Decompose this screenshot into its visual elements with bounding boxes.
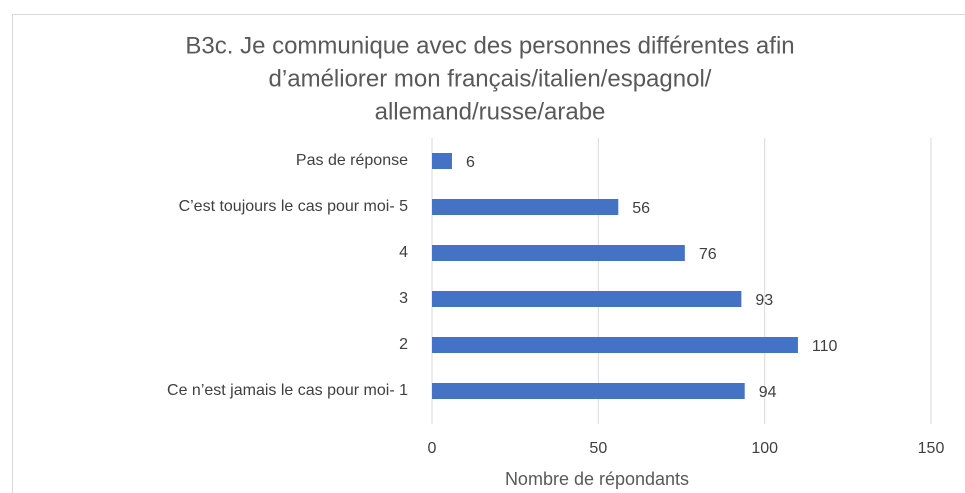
x-tick-label: 50 xyxy=(589,440,607,457)
y-tick-label: C’est toujours le cas pour moi- 5 xyxy=(179,198,409,215)
data-label: 93 xyxy=(755,292,773,309)
y-tick-label: 2 xyxy=(399,336,408,353)
x-tick-label: 150 xyxy=(918,440,945,457)
data-label: 6 xyxy=(466,154,475,171)
x-tick-label: 100 xyxy=(751,440,778,457)
x-tick-label: 0 xyxy=(428,440,437,457)
data-label: 56 xyxy=(632,200,650,217)
chart-title: d’améliorer mon français/italien/espagno… xyxy=(269,65,712,92)
y-tick-label: Ce n’est jamais le cas pour moi- 1 xyxy=(167,382,408,399)
bar xyxy=(432,337,798,353)
bar xyxy=(432,383,745,399)
y-tick-label: Pas de réponse xyxy=(296,152,408,169)
chart-title: B3c. Je communique avec des personnes di… xyxy=(185,32,794,59)
chart-title: allemand/russe/arabe xyxy=(375,98,606,125)
y-tick-label: 4 xyxy=(399,244,408,261)
x-axis-title: Nombre de répondants xyxy=(505,469,689,489)
data-label: 76 xyxy=(699,246,717,263)
bar xyxy=(432,153,452,169)
y-tick-label: 3 xyxy=(399,290,408,307)
data-label: 94 xyxy=(759,384,777,401)
bar xyxy=(432,199,619,215)
bar xyxy=(432,245,685,261)
bar xyxy=(432,291,742,307)
data-label: 110 xyxy=(812,338,838,355)
